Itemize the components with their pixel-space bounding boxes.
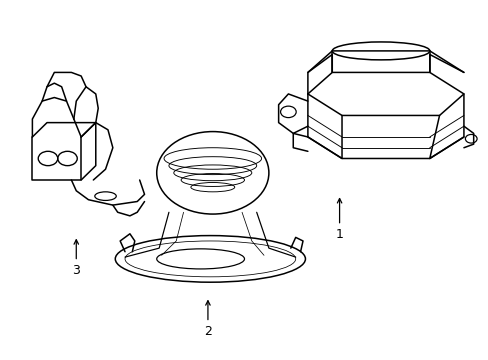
Text: 2: 2 xyxy=(203,301,211,338)
Text: 1: 1 xyxy=(335,198,343,242)
Text: 3: 3 xyxy=(72,240,80,277)
